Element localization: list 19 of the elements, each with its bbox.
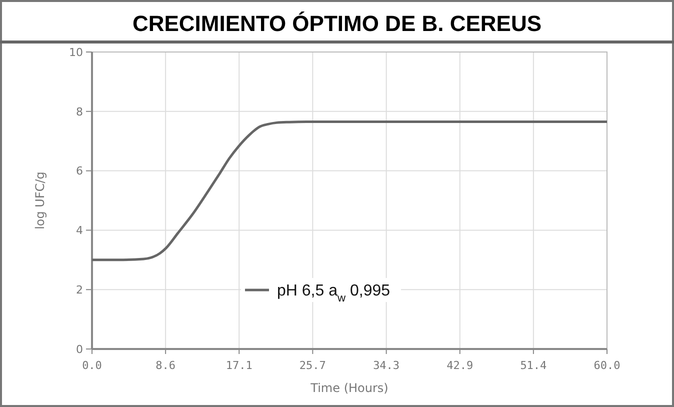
y-axis-title: log UFC/g	[33, 172, 47, 230]
x-axis-title: Time (Hours)	[310, 381, 388, 395]
x-tick-label: 0.0	[82, 359, 102, 372]
x-tick-label: 34.3	[373, 359, 400, 372]
x-tick-label: 8.6	[156, 359, 176, 372]
chart-title: CRECIMIENTO ÓPTIMO DE B. CEREUS	[132, 11, 542, 36]
y-tick-label: 10	[69, 46, 83, 59]
legend-label: pH 6,5 a$_{w}$ 0,995	[277, 282, 390, 305]
y-tick-label: 8	[76, 105, 83, 118]
x-tick-label: 42.9	[446, 359, 474, 372]
line-series	[90, 120, 608, 262]
x-tick-label: 17.1	[226, 359, 252, 372]
y-tick-label: 0	[76, 342, 83, 356]
y-tick-label: 2	[76, 283, 83, 296]
x-tick-label: 60.0	[594, 359, 620, 372]
x-tick-label: 25.7	[299, 359, 326, 372]
y-tick-label: 4	[76, 224, 83, 238]
x-tick-label: 51.4	[520, 359, 548, 372]
y-tick-label: 6	[76, 164, 83, 178]
